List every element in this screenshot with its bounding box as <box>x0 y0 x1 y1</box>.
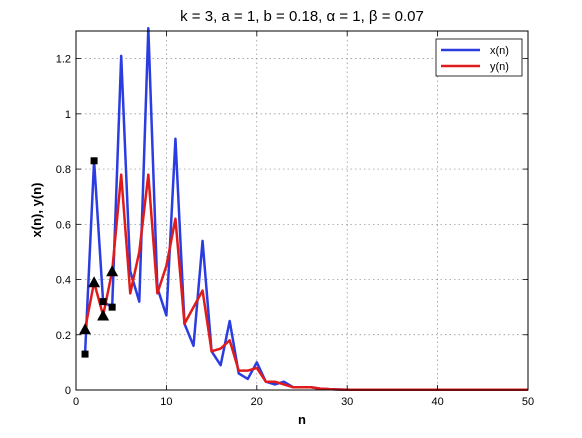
x-tick-label: 10 <box>160 396 172 408</box>
square-marker <box>99 298 107 306</box>
chart-title: k = 3, a = 1, b = 0.18, α = 1, β = 0.07 <box>180 8 424 25</box>
legend-label-x: x(n) <box>490 45 509 57</box>
marker-layer <box>79 157 119 358</box>
y-tick-label: 0 <box>65 385 71 397</box>
square-marker <box>81 350 89 358</box>
triangle-marker <box>79 323 92 335</box>
x-tick-label: 50 <box>522 396 534 408</box>
legend: x(n) y(n) <box>435 38 523 77</box>
triangle-marker <box>97 309 110 321</box>
x-axis-label: n <box>298 412 306 427</box>
grid-lines <box>76 31 528 390</box>
legend-label-y: y(n) <box>490 61 509 73</box>
triangle-marker <box>88 276 101 288</box>
y-tick-label: 0.2 <box>56 330 71 342</box>
axis-ticks: 0 10 20 30 40 50 0 0.2 0.4 0.6 0.8 1 1.2 <box>56 31 534 408</box>
square-marker <box>90 157 98 165</box>
y-tick-label: 0.4 <box>56 275 71 287</box>
x-tick-label: 20 <box>251 396 263 408</box>
x-tick-label: 30 <box>341 396 353 408</box>
y-tick-label: 1.2 <box>56 54 71 66</box>
triangle-marker <box>106 265 119 277</box>
x-tick-label: 0 <box>73 396 79 408</box>
legend-box <box>435 38 523 77</box>
square-marker <box>108 303 116 311</box>
y-tick-label: 0.8 <box>56 164 71 176</box>
x-tick-label: 40 <box>431 396 443 408</box>
plot-frame <box>75 30 529 391</box>
y-axis-label: x(n), y(n) <box>29 183 44 238</box>
y-tick-label: 0.6 <box>56 219 71 231</box>
y-tick-label: 1 <box>65 109 71 121</box>
